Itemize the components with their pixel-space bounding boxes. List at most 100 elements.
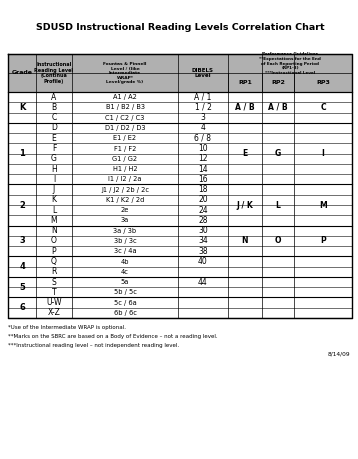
Text: ***Instructional reading level – not independent reading level.: ***Instructional reading level – not ind… [8,343,179,348]
Text: F1 / F2: F1 / F2 [114,146,136,151]
Text: 14: 14 [198,164,208,174]
Text: *Use of the Intermediate WRAP is optional.: *Use of the Intermediate WRAP is optiona… [8,325,126,330]
Text: B1 / B2 / B3: B1 / B2 / B3 [106,104,145,111]
Text: Performance Guidelines
**Expectations for the End
of Each Reporting Period
(RP1-: Performance Guidelines **Expectations fo… [259,52,321,75]
Bar [8,236,352,246]
Text: K: K [19,103,25,112]
Text: K: K [52,196,57,204]
Text: 3: 3 [19,236,25,246]
Text: 5b / 5c: 5b / 5c [113,289,136,295]
Text: P: P [320,236,326,246]
Text: A1 / A2: A1 / A2 [113,94,137,100]
Text: F: F [52,144,56,153]
Text: J: J [53,185,55,194]
Text: T: T [52,288,56,297]
Text: O: O [51,236,57,246]
Bar [8,143,352,154]
Text: S: S [52,278,56,286]
Text: I1 / I2 / 2a: I1 / I2 / 2a [108,176,142,182]
Bar [8,133,352,143]
Text: 6: 6 [19,303,25,312]
Bar [8,267,352,277]
Text: 5a: 5a [121,279,129,285]
Text: 20: 20 [198,196,208,204]
Text: 30: 30 [198,226,208,235]
Text: P: P [52,247,56,256]
Text: 34: 34 [198,236,208,246]
Text: 3a: 3a [121,218,129,224]
Text: O: O [275,236,281,246]
Text: C: C [52,113,57,122]
Bar [8,174,352,185]
Bar [8,164,352,174]
Text: Q: Q [51,257,57,266]
Text: H1 / H2: H1 / H2 [113,166,137,172]
Text: 12: 12 [198,154,208,163]
Text: L: L [276,201,280,209]
Bar [8,185,352,195]
Text: 4c: 4c [121,269,129,275]
Bar [8,54,352,92]
Text: 5c / 6a: 5c / 6a [113,300,136,306]
Text: 18: 18 [198,185,208,194]
Bar [8,287,352,297]
Text: 1: 1 [19,149,25,158]
Text: D: D [51,123,57,133]
Text: H: H [51,164,57,174]
Text: Fountas & Pinnell
Level / (like
Intermediate
WRAP*
Level/grade %): Fountas & Pinnell Level / (like Intermed… [103,62,147,84]
Text: 28: 28 [198,216,208,225]
Text: G: G [51,154,57,163]
Text: G: G [275,149,281,158]
Text: A / B: A / B [268,103,288,112]
Text: G1 / G2: G1 / G2 [112,156,137,162]
Text: 38: 38 [198,247,208,256]
Text: 1 / 2: 1 / 2 [194,103,212,112]
Text: 10: 10 [198,144,208,153]
Text: 3: 3 [200,113,205,122]
Text: 5: 5 [19,283,25,291]
Text: RP2: RP2 [271,80,285,85]
Text: Grade: Grade [11,71,33,75]
Bar [8,246,352,257]
Text: DIBELS
Level: DIBELS Level [192,67,214,78]
Text: 3b / 3c: 3b / 3c [114,238,136,244]
Text: 4: 4 [19,262,25,271]
Text: 6 / 8: 6 / 8 [194,134,212,143]
Text: 2: 2 [19,201,25,209]
Text: M: M [319,201,327,209]
Text: A / 1: A / 1 [194,93,212,101]
Text: RP1: RP1 [238,80,252,85]
Text: 40: 40 [198,257,208,266]
Text: E1 / E2: E1 / E2 [113,135,136,141]
Bar [8,257,352,267]
Text: A: A [52,93,57,101]
Text: C1 / C2 / C3: C1 / C2 / C3 [105,115,145,121]
Text: E: E [242,149,248,158]
Bar [8,277,352,287]
Text: 2e: 2e [121,207,129,213]
Text: J1 / J2 / 2b / 2c: J1 / J2 / 2b / 2c [101,187,149,193]
Text: 4b: 4b [121,258,129,264]
Text: 44: 44 [198,278,208,286]
Bar [8,215,352,225]
Text: R: R [51,267,57,276]
Bar [8,297,352,308]
Text: 3c / 4a: 3c / 4a [114,248,136,254]
Text: C: C [320,103,326,112]
Text: I: I [321,149,324,158]
Text: M: M [51,216,57,225]
Text: Instructional
Reading Level
(Continua
Profile): Instructional Reading Level (Continua Pr… [34,62,73,84]
Text: 4: 4 [200,123,205,133]
Text: N: N [51,226,57,235]
Text: **Marks on the SBRC are based on a Body of Evidence – not a reading level.: **Marks on the SBRC are based on a Body … [8,334,218,339]
Bar [8,205,352,215]
Text: D1 / D2 / D3: D1 / D2 / D3 [105,125,145,131]
Text: N: N [242,236,248,246]
Text: X-Z: X-Z [48,308,61,317]
Text: B: B [52,103,57,112]
Bar [8,92,352,102]
Text: E: E [52,134,56,143]
Bar [8,195,352,205]
Bar [8,102,352,112]
Bar [8,308,352,318]
